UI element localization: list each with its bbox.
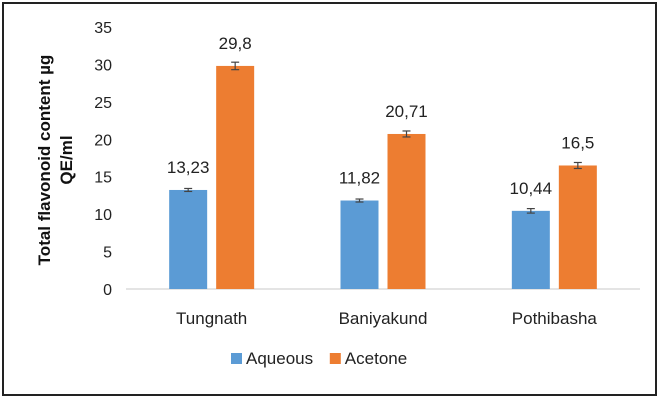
y-tick-label: 15	[94, 170, 112, 187]
y-tick-label: 10	[94, 207, 112, 224]
category-label: Pothibasha	[512, 309, 598, 328]
bar-acetone-pothibasha	[558, 165, 597, 289]
legend: Aqueous Acetone	[231, 349, 407, 368]
y-tick-label: 5	[103, 245, 112, 262]
legend-swatch-acetone	[329, 353, 341, 364]
y-axis-title-line-2: QE/ml	[57, 135, 76, 184]
bar-aqueous-pothibasha	[511, 210, 550, 289]
data-label: 13,23	[167, 158, 210, 177]
data-label: 16,5	[561, 133, 594, 152]
y-axis-title-line-1: Total flavonoid content µg	[35, 55, 54, 266]
y-tick-label: 30	[94, 57, 112, 74]
legend-label-acetone: Acetone	[345, 349, 407, 368]
legend-label-aqueous: Aqueous	[246, 349, 313, 368]
y-tick-label: 35	[94, 20, 112, 37]
y-axis-title: Total flavonoid content µg QE/ml	[35, 55, 76, 266]
y-tick-labels: 0 5 10 15 20 25 30 35	[94, 20, 112, 299]
data-label: 11,82	[339, 169, 380, 188]
data-label: 20,71	[385, 102, 428, 121]
bars	[169, 65, 597, 289]
y-tick-label: 25	[94, 95, 112, 112]
category-label: Tungnath	[176, 309, 247, 328]
bar-acetone-tungnath	[216, 65, 255, 289]
chart-frame	[2, 2, 657, 396]
data-label: 10,44	[510, 179, 553, 198]
data-labels: 13,23 29,8 11,82 20,71 10,44 16,5	[167, 34, 594, 198]
y-tick-label: 20	[94, 132, 112, 149]
bar-aqueous-baniyakund	[340, 200, 379, 289]
y-tick-label: 0	[103, 282, 112, 299]
data-label: 29,8	[219, 34, 252, 53]
legend-swatch-aqueous	[231, 353, 242, 364]
category-label: Baniyakund	[339, 309, 428, 328]
category-labels: Tungnath Baniyakund Pothibasha	[176, 309, 597, 328]
error-bars	[184, 61, 582, 214]
bar-aqueous-tungnath	[169, 189, 208, 289]
bar-acetone-baniyakund	[387, 133, 426, 289]
